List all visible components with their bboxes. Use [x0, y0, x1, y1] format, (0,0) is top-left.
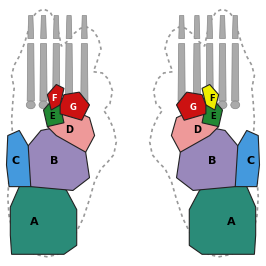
Polygon shape: [47, 110, 95, 152]
Text: G: G: [69, 103, 76, 112]
Text: B: B: [49, 156, 58, 166]
Polygon shape: [220, 15, 225, 39]
Polygon shape: [41, 15, 46, 39]
Polygon shape: [26, 127, 89, 190]
Text: E: E: [50, 112, 55, 121]
Text: C: C: [247, 156, 255, 166]
Text: A: A: [30, 217, 39, 227]
Polygon shape: [66, 15, 72, 39]
Text: G: G: [190, 103, 197, 112]
Polygon shape: [202, 85, 219, 110]
Polygon shape: [40, 44, 47, 101]
Polygon shape: [193, 44, 201, 101]
Polygon shape: [81, 44, 88, 101]
Ellipse shape: [193, 101, 201, 109]
Polygon shape: [47, 85, 64, 110]
Polygon shape: [10, 174, 77, 254]
Text: E: E: [211, 112, 216, 121]
Polygon shape: [232, 15, 238, 39]
Text: F: F: [209, 94, 215, 103]
Polygon shape: [177, 127, 240, 190]
Polygon shape: [177, 92, 206, 120]
Polygon shape: [207, 15, 213, 39]
Ellipse shape: [52, 101, 61, 109]
Polygon shape: [171, 110, 219, 152]
Text: A: A: [227, 217, 236, 227]
Text: B: B: [208, 156, 217, 166]
Ellipse shape: [231, 101, 240, 109]
Polygon shape: [206, 44, 213, 101]
Polygon shape: [178, 44, 185, 101]
Polygon shape: [8, 9, 116, 257]
Polygon shape: [44, 101, 64, 127]
Text: D: D: [65, 126, 73, 135]
Polygon shape: [235, 130, 260, 187]
Polygon shape: [65, 44, 73, 101]
Polygon shape: [219, 44, 226, 101]
Polygon shape: [28, 15, 34, 39]
Polygon shape: [60, 92, 89, 120]
Polygon shape: [232, 44, 239, 101]
Polygon shape: [189, 174, 256, 254]
Ellipse shape: [218, 101, 227, 109]
Polygon shape: [6, 130, 31, 187]
Text: C: C: [11, 156, 19, 166]
Ellipse shape: [177, 101, 186, 109]
Polygon shape: [202, 101, 222, 127]
Ellipse shape: [65, 101, 73, 109]
Text: D: D: [193, 126, 201, 135]
Polygon shape: [179, 15, 185, 39]
Ellipse shape: [205, 101, 214, 109]
Polygon shape: [53, 15, 59, 39]
Ellipse shape: [26, 101, 35, 109]
Ellipse shape: [39, 101, 48, 109]
Polygon shape: [53, 44, 60, 101]
Ellipse shape: [80, 101, 89, 109]
Polygon shape: [81, 15, 87, 39]
Text: F: F: [51, 94, 57, 103]
Polygon shape: [150, 9, 258, 257]
Polygon shape: [194, 15, 200, 39]
Polygon shape: [27, 44, 34, 101]
